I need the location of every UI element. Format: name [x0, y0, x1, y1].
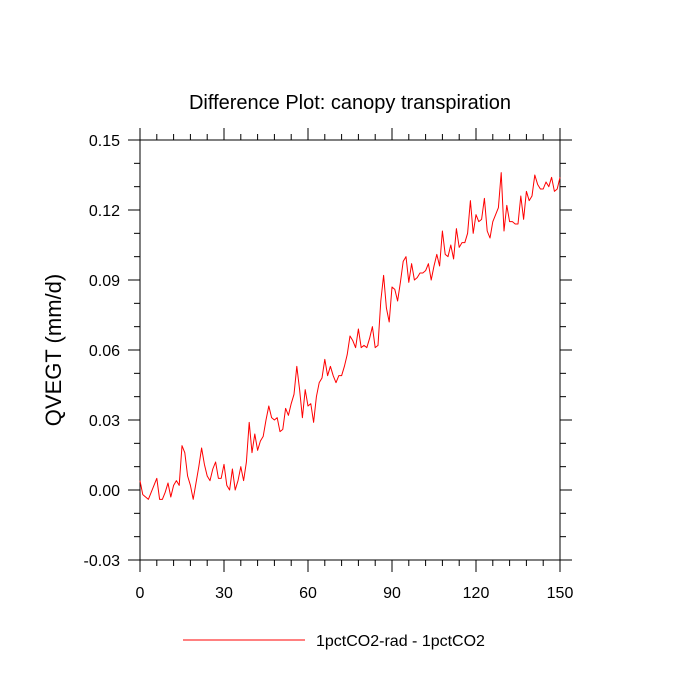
x-tick-label: 150: [547, 585, 574, 602]
y-tick-label: -0.03: [84, 553, 121, 570]
x-tick-label: 90: [383, 585, 401, 602]
y-tick-label: 0.15: [89, 133, 120, 150]
y-tick-label: 0.00: [89, 483, 120, 500]
x-tick-label: 0: [136, 585, 145, 602]
y-axis-label: QVEGT (mm/d): [41, 274, 66, 426]
chart-title: Difference Plot: canopy transpiration: [189, 92, 511, 114]
legend-series-label: 1pctCO2-rad - 1pctCO2: [316, 633, 485, 650]
y-tick-label: 0.03: [89, 413, 120, 430]
x-tick-label: 60: [299, 585, 317, 602]
y-tick-label: 0.09: [89, 273, 120, 290]
tick-labels: 0 30 60 90 120 150 -0.03 0.00 0.03 0.06 0.09 0.12 0.…: [84, 133, 574, 602]
y-tick-label: 0.06: [89, 343, 120, 360]
y-tick-label: 0.12: [89, 203, 120, 220]
legend: 1pctCO2-rad - 1pctCO2: [183, 633, 485, 650]
series-line-1pctco2-rad-minus-1pctco2: [139, 172, 561, 500]
x-tick-label: 30: [215, 585, 233, 602]
tick-marks: [128, 128, 572, 572]
x-tick-label: 120: [463, 585, 490, 602]
data-series: [139, 172, 561, 500]
